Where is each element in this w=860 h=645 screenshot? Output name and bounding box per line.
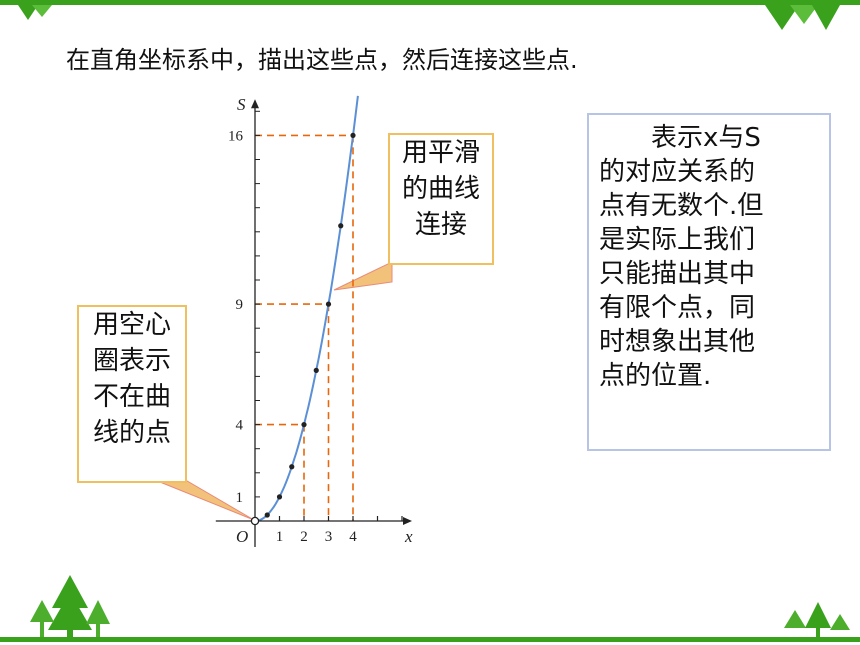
info-box: 表示x与S 的对应关系的 点有无数个.但 是实际上我们 只能描出其中 有限个点，… bbox=[587, 113, 831, 451]
guide-lines bbox=[255, 134, 354, 521]
data-point bbox=[276, 494, 283, 500]
slide-heading: 在直角坐标系中，描出这些点，然后连接这些点. bbox=[66, 46, 578, 74]
tree-icon-bottom-left bbox=[30, 575, 110, 637]
callout-line: 的曲线 bbox=[401, 174, 480, 204]
hollow-point-callout: 用空心 圈表示 不在曲 线的点 bbox=[77, 305, 187, 483]
bottom-bar bbox=[0, 637, 860, 642]
data-point bbox=[313, 367, 319, 373]
callout-line: 圈表示 bbox=[92, 346, 171, 376]
callout-line: 不在曲 bbox=[92, 382, 171, 412]
x-axis-label: x bbox=[404, 527, 413, 546]
info-line: 时想象出其他 bbox=[599, 327, 756, 357]
hollow-point bbox=[250, 516, 260, 526]
y-tick-label: 1 bbox=[236, 490, 244, 506]
callout-line: 连接 bbox=[414, 210, 467, 240]
info-line: 有限个点，同 bbox=[599, 293, 756, 323]
data-point bbox=[289, 464, 295, 470]
data-point bbox=[301, 422, 307, 428]
x-axis-arrow-icon bbox=[403, 517, 412, 525]
data-points bbox=[250, 132, 356, 526]
data-point bbox=[350, 132, 356, 138]
y-axis-arrow-icon bbox=[251, 99, 259, 109]
y-tick-label: 16 bbox=[228, 128, 244, 144]
top-bar bbox=[0, 0, 860, 5]
info-line: 点的位置. bbox=[599, 361, 712, 391]
curve-line bbox=[254, 95, 359, 522]
smooth-callout-pointer bbox=[333, 261, 393, 291]
y-tick-label: 9 bbox=[236, 297, 244, 313]
tree-icon-bottom-right bbox=[784, 602, 850, 637]
info-line: 点有无数个.但 bbox=[599, 191, 764, 221]
grass-icon-top-right bbox=[765, 5, 840, 30]
info-line: 表示x与S bbox=[599, 121, 819, 155]
data-point bbox=[325, 301, 332, 307]
y-axis-label: S bbox=[237, 95, 246, 114]
callout-line: 用空心 bbox=[92, 310, 171, 340]
x-tick-label: 3 bbox=[325, 529, 333, 545]
smooth-curve-callout: 用平滑 的曲线 连接 bbox=[388, 133, 494, 265]
x-tick-label: 1 bbox=[276, 529, 284, 545]
origin-label: O bbox=[236, 527, 248, 546]
callout-line: 线的点 bbox=[92, 418, 171, 448]
y-tick-label: 4 bbox=[236, 418, 244, 434]
grass-icon-top-left bbox=[18, 5, 52, 20]
data-point bbox=[338, 223, 344, 229]
info-line: 是实际上我们 bbox=[599, 225, 756, 255]
info-text: 表示x与S bbox=[651, 123, 761, 153]
x-tick-label: 2 bbox=[300, 529, 308, 545]
callout-line: 用平滑 bbox=[401, 138, 480, 168]
info-line: 只能描出其中 bbox=[599, 259, 756, 289]
info-line: 的对应关系的 bbox=[599, 157, 756, 187]
x-tick-label: 4 bbox=[349, 529, 357, 545]
data-point bbox=[264, 512, 270, 518]
